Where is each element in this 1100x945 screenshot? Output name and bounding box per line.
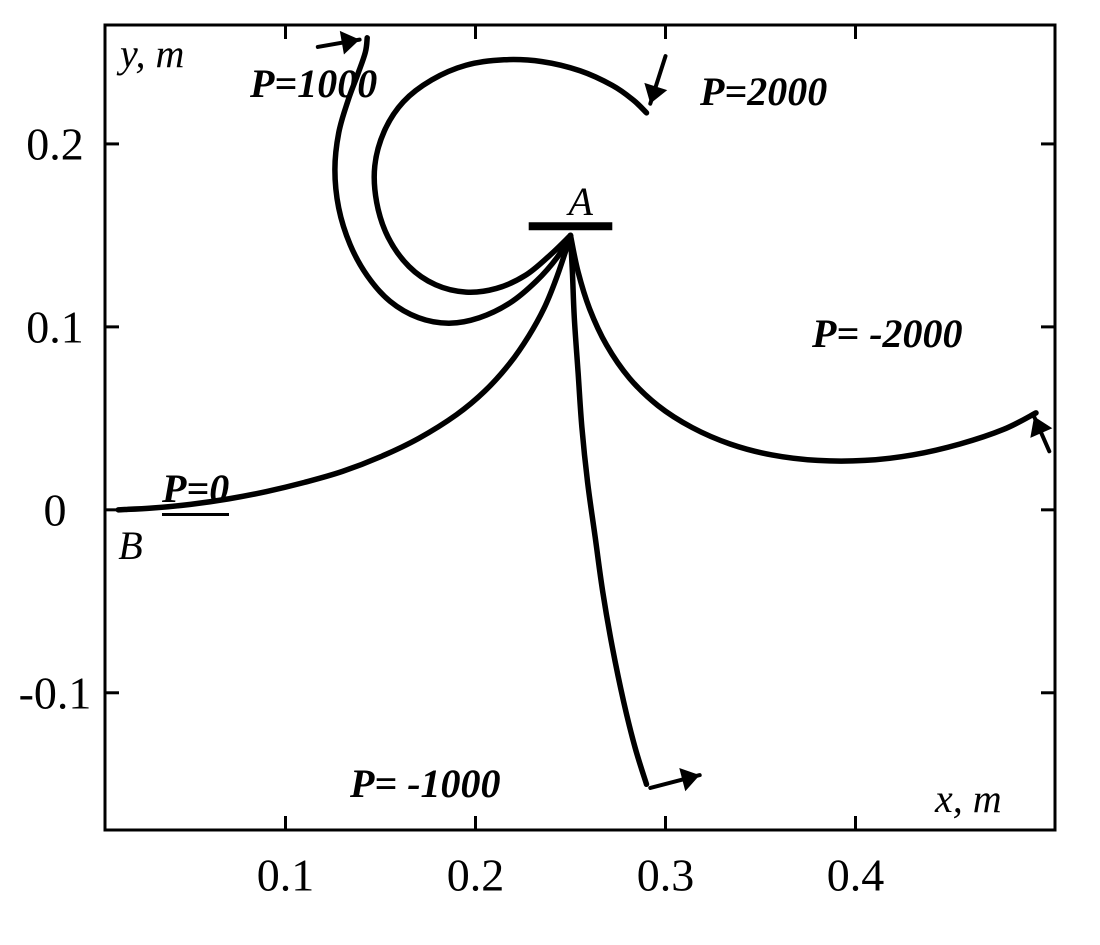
xtick-0.1: 0.1 bbox=[257, 849, 315, 902]
label-pm2000: P= -2000 bbox=[812, 310, 963, 357]
xlabel: x, m bbox=[935, 775, 1002, 822]
ylabel: y, m bbox=[120, 30, 184, 77]
ytick-0: 0 bbox=[44, 483, 67, 536]
curve-p2000 bbox=[374, 59, 646, 292]
xtick-0.4: 0.4 bbox=[827, 849, 885, 902]
label-p1000: P=1000 bbox=[250, 60, 377, 107]
curve-pm2000 bbox=[571, 235, 1037, 461]
label-p2000: P=2000 bbox=[700, 68, 827, 115]
label-pm1000: P= -1000 bbox=[350, 760, 501, 807]
point-A-label: A bbox=[569, 178, 593, 225]
xtick-0.2: 0.2 bbox=[447, 849, 505, 902]
point-B-label: B bbox=[118, 522, 142, 569]
label-p0: P=0 bbox=[162, 465, 229, 516]
chart-root: 0.1 0.2 0.3 0.4 -0.1 0 0.1 0.2 x, m y, m A B P=0 P=10… bbox=[0, 0, 1100, 945]
ytick-0.1: 0.1 bbox=[26, 300, 84, 353]
ytick--0.1: -0.1 bbox=[19, 666, 92, 719]
curve-pm1000 bbox=[571, 235, 647, 784]
xtick-0.3: 0.3 bbox=[637, 849, 695, 902]
ytick-0.2: 0.2 bbox=[26, 117, 84, 170]
